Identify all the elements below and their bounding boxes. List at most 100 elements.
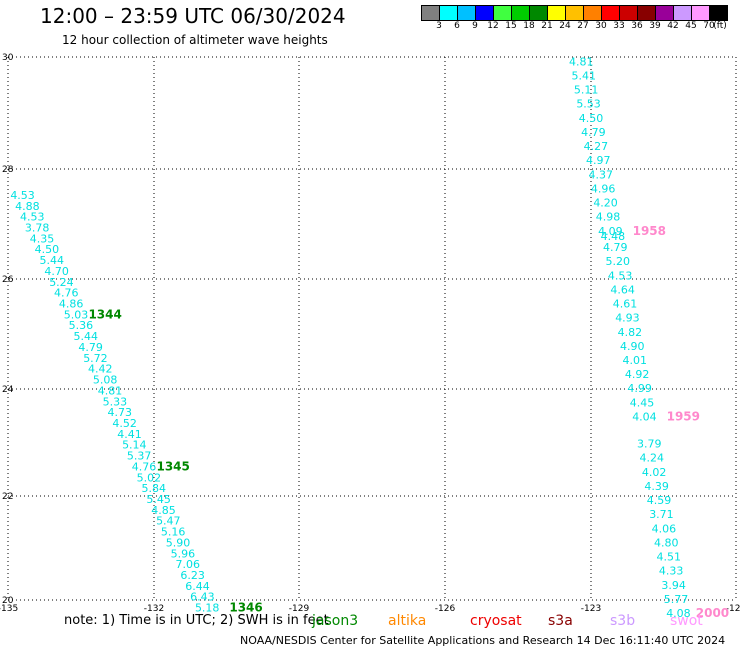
wave-height-label: 4.41 — [117, 428, 142, 441]
wave-height-label: 5.08 — [93, 374, 118, 387]
wave-height-label: 5.36 — [69, 319, 94, 332]
wave-height-label: 3.71 — [649, 508, 674, 521]
wave-height-label: 5.03 — [64, 308, 89, 321]
wave-height-label: 6.23 — [180, 569, 205, 582]
wave-height-label: 4.99 — [627, 382, 652, 395]
colorbar-tick-label: 36 — [631, 21, 643, 31]
colorbar-tick-label: 70 — [703, 21, 715, 31]
colorbar-tick-label: 24 — [559, 21, 571, 31]
wave-height-label: 5.53 — [576, 98, 601, 111]
wave-height-label: 4.80 — [654, 536, 679, 549]
wave-height-label: 4.92 — [625, 368, 650, 381]
wave-height-label: 4.39 — [644, 480, 669, 493]
wave-height-label: 5.45 — [146, 493, 171, 506]
colorbar-tick-label: 45 — [685, 21, 697, 31]
wave-height-label: 4.24 — [639, 452, 664, 465]
wave-height-label: 4.85 — [151, 504, 176, 517]
wave-height-label: 4.59 — [647, 494, 672, 507]
colorbar-tick-label: 6 — [454, 21, 460, 31]
x-tick-label: -129 — [289, 604, 310, 614]
colorbar-tick-label: 15 — [505, 21, 517, 31]
mission-label: s3a — [548, 613, 573, 629]
colorbar-tick-label: 21 — [541, 21, 553, 31]
y-tick-label: 20 — [2, 596, 14, 606]
x-tick-label: -135 — [0, 604, 18, 614]
wave-height-label: 3.78 — [25, 222, 50, 235]
wave-height-label: 5.16 — [161, 526, 186, 539]
x-tick-label: -132 — [144, 604, 164, 614]
wave-height-label: 4.50 — [579, 112, 604, 125]
footer-note: note: 1) Time is in UTC; 2) SWH is in fe… — [64, 613, 329, 628]
wave-height-label: 4.52 — [112, 417, 137, 430]
mission-label: altika — [388, 613, 427, 629]
mission-label: s3b — [610, 613, 636, 629]
y-tick-label: 28 — [2, 165, 14, 175]
wave-height-label: 5.96 — [171, 547, 196, 560]
y-tick-label: 26 — [2, 275, 14, 285]
wave-height-label: 4.45 — [630, 396, 655, 409]
wave-height-label: 7.06 — [176, 558, 201, 571]
mission-label: jason3 — [312, 613, 359, 629]
wave-height-label: 4.64 — [610, 283, 635, 296]
wave-height-label: 4.08 — [666, 607, 691, 620]
wave-height-label: 5.41 — [571, 69, 596, 82]
wave-height-label: 4.50 — [35, 243, 60, 256]
wave-height-label: 4.79 — [603, 241, 628, 254]
grid — [7, 56, 737, 601]
wave-height-label: 4.06 — [652, 522, 677, 535]
colorbar-tick-label: 33 — [613, 21, 625, 31]
y-tick-label: 22 — [2, 492, 13, 502]
colorbar-tick-label: 27 — [577, 21, 589, 31]
wave-height-label: 5.11 — [574, 84, 599, 97]
wave-height-label: 4.76 — [54, 287, 79, 300]
wave-height-label: 4.97 — [586, 154, 611, 167]
mission-label: swot — [670, 613, 703, 629]
wave-height-label: 5.24 — [49, 276, 74, 289]
x-tick-label: -123 — [581, 604, 601, 614]
wave-height-label: 4.02 — [642, 466, 667, 479]
x-tick-label: -124 — [726, 604, 740, 614]
colorbar-tick-label: 12 — [487, 21, 499, 31]
colorbar-tick-label: (ft) — [713, 21, 727, 31]
wave-height-label: 5.14 — [122, 439, 147, 452]
data-points: 4.534.884.533.784.354.505.444.705.244.76… — [10, 55, 690, 620]
wave-height-label: 4.90 — [620, 340, 645, 353]
wave-height-label: 4.09 — [598, 225, 623, 238]
pass-time-label: 1958 — [633, 224, 666, 238]
colorbar-tick-label: 3 — [436, 21, 442, 31]
y-tick-label: 24 — [2, 385, 14, 395]
wave-height-label: 4.35 — [30, 232, 55, 245]
wave-height-label: 4.53 — [608, 269, 633, 282]
pass-time-label: 1345 — [156, 459, 189, 473]
pass-time-label: 1344 — [88, 307, 121, 321]
colorbar-legend — [421, 5, 728, 21]
page-subtitle: 12 hour collection of altimeter wave hei… — [62, 33, 328, 47]
wave-height-label: 4.76 — [132, 460, 157, 473]
wave-height-label: 4.33 — [659, 565, 684, 578]
wave-height-label: 4.37 — [588, 168, 613, 181]
wave-height-label: 4.73 — [107, 406, 132, 419]
wave-height-label: 4.20 — [593, 197, 618, 210]
wave-height-label: 6.43 — [190, 591, 215, 604]
wave-height-label: 5.33 — [103, 395, 128, 408]
mission-label: cryosat — [470, 613, 522, 629]
wave-height-label: 5.77 — [664, 593, 689, 606]
wave-height-label: 4.86 — [59, 298, 84, 311]
colorbar-tick-label: 39 — [649, 21, 661, 31]
colorbar-tick-label: 9 — [472, 21, 478, 31]
wave-height-label: 4.79 — [581, 126, 606, 139]
page-title: 12:00 – 23:59 UTC 06/30/2024 — [40, 4, 346, 28]
pass-time-label: 1346 — [229, 601, 262, 615]
axis-labels: -135 -132 -129 -126 -123 -124 30 28 26 24 22 20 — [0, 53, 740, 614]
wave-height-label: 4.42 — [88, 363, 113, 376]
wave-height-label: 4.81 — [98, 384, 123, 397]
wave-height-label: 5.37 — [127, 450, 152, 463]
colorbar-swatch — [709, 5, 728, 21]
wave-height-label: 5.18 — [195, 602, 220, 615]
wave-height-label: 5.84 — [142, 482, 167, 495]
wave-height-label: 4.48 — [601, 230, 626, 243]
wave-height-label: 5.02 — [137, 471, 162, 484]
wave-height-label: 4.88 — [15, 200, 40, 213]
credit-line: NOAA/NESDIS Center for Satellite Applica… — [240, 634, 726, 647]
